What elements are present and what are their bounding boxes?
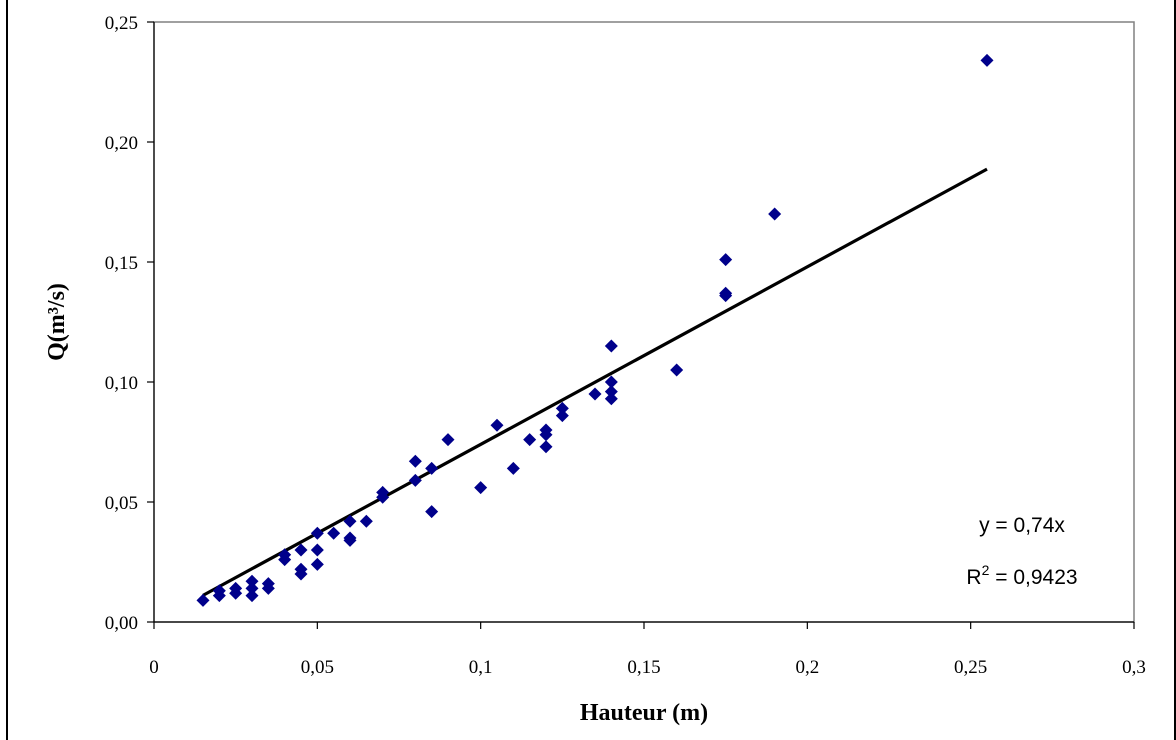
plot-area: [153, 21, 1135, 623]
x-tick-label: 0,3: [1122, 657, 1146, 678]
chart-frame: 0 0,05 0,1 0,15 0,2 0,25 0,3 0,00 0,05 0,10 0,15 0…: [6, 0, 1176, 740]
data-point: [719, 286, 733, 300]
y-axis-title: Q(m³/s): [44, 283, 70, 361]
y-tick-label: 0,15: [105, 253, 138, 274]
data-point: [490, 418, 504, 432]
data-point: [229, 581, 243, 595]
data-point: [294, 562, 308, 576]
data-point: [408, 454, 422, 468]
y-tick-label: 0,20: [105, 133, 138, 154]
data-points: [196, 53, 994, 607]
data-point: [604, 339, 618, 353]
y-tick-label: 0,00: [105, 613, 138, 634]
data-point: [310, 557, 324, 571]
data-point: [604, 375, 618, 389]
data-point: [343, 514, 357, 528]
data-point: [376, 485, 390, 499]
r-squared-exponent: 2: [982, 562, 990, 578]
data-point: [408, 473, 422, 487]
data-point: [555, 409, 569, 423]
x-tick-label: 0,2: [795, 657, 819, 678]
data-point: [441, 433, 455, 447]
y-tick-label: 0,05: [105, 493, 138, 514]
scatter-chart: 0 0,05 0,1 0,15 0,2 0,25 0,3 0,000,050,100,150…: [44, 13, 1146, 726]
data-point: [506, 461, 520, 475]
data-point: [555, 401, 569, 415]
y-tick-label: 0,10: [105, 373, 138, 394]
x-tick-label: 0,15: [627, 657, 660, 678]
data-point: [245, 589, 259, 603]
trendline-equation: y = 0,74x: [979, 514, 1065, 537]
y-tick-label: 0,25: [105, 13, 138, 34]
data-point: [539, 423, 553, 437]
x-axis-title: Hauteur (m): [580, 700, 708, 726]
x-axis: 0 0,05 0,1 0,15 0,2 0,25 0,3: [149, 621, 1146, 678]
data-point: [980, 53, 994, 67]
data-point: [588, 387, 602, 401]
data-point: [327, 526, 341, 540]
r-squared-value: = 0,9423: [989, 566, 1077, 589]
data-point: [425, 461, 439, 475]
r-squared-symbol: R: [966, 566, 981, 589]
x-tick-label: 0,05: [301, 657, 334, 678]
data-point: [604, 392, 618, 406]
x-tick-label: 0,1: [469, 657, 493, 678]
r-squared-label: R2 = 0,9423: [966, 562, 1077, 589]
data-point: [245, 574, 259, 588]
data-point: [310, 543, 324, 557]
data-point: [261, 577, 275, 591]
data-point: [310, 526, 324, 540]
data-point: [768, 207, 782, 221]
trendline: [202, 167, 988, 597]
data-point: [719, 253, 733, 267]
data-point: [196, 593, 210, 607]
data-point: [294, 543, 308, 557]
trendline-layer: [202, 167, 988, 597]
data-point: [245, 581, 259, 595]
y-axis: 0,00 0,05 0,10 0,15 0,20 0,25: [105, 13, 155, 634]
x-tick-label: 0,25: [954, 657, 987, 678]
data-point: [474, 481, 488, 495]
data-point: [523, 433, 537, 447]
data-point: [212, 584, 226, 598]
data-point: [343, 531, 357, 545]
data-point: [425, 505, 439, 519]
data-point: [278, 548, 292, 562]
data-point: [670, 363, 684, 377]
data-point: [359, 514, 373, 528]
data-point: [604, 385, 618, 399]
x-tick-label: 0: [149, 657, 159, 678]
data-point: [539, 440, 553, 454]
